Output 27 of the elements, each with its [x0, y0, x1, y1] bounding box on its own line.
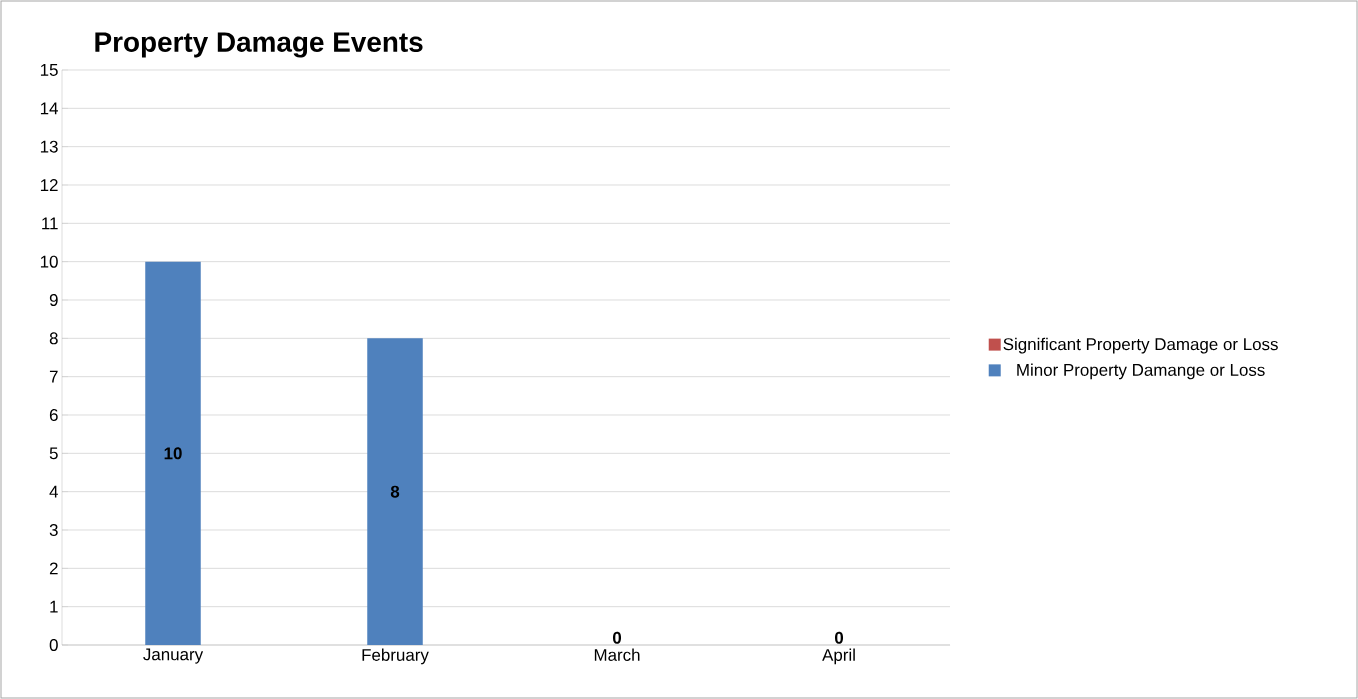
y-tick-label: 15 — [40, 64, 58, 76]
y-tick-label: 10 — [40, 255, 58, 268]
y-tick-label: 1 — [50, 600, 58, 613]
y-tick-label: 6 — [49, 409, 58, 421]
data-label: 10 — [164, 447, 182, 460]
chart-title: Property Damage Events — [95, 32, 423, 58]
data-label: 0 — [834, 631, 844, 644]
data-label: 8 — [390, 485, 400, 498]
x-tick-label: April — [822, 648, 855, 665]
y-tick-label: 9 — [49, 293, 58, 306]
data-label: 0 — [612, 631, 622, 644]
x-tick-label: January — [143, 648, 204, 664]
y-tick-label: 12 — [40, 179, 58, 191]
y-tick-label: 11 — [42, 217, 58, 230]
y-tick-label: 4 — [49, 485, 58, 498]
y-tick-label: 0 — [49, 639, 58, 651]
x-tick-label: February — [362, 648, 429, 665]
x-tick-label: March — [594, 648, 640, 661]
y-tick-label: 13 — [40, 140, 58, 153]
legend-label: Minor Property Damange or Loss — [1017, 363, 1265, 380]
y-tick-label: 8 — [49, 332, 58, 345]
y-tick-label: 5 — [49, 447, 58, 460]
y-tick-label: 3 — [49, 524, 58, 536]
y-tick-label: 7 — [49, 370, 58, 383]
y-tick-label: 2 — [49, 562, 58, 575]
legend-label: Significant Property Damage or Loss — [1003, 337, 1278, 354]
y-tick-label: 14 — [40, 102, 58, 115]
